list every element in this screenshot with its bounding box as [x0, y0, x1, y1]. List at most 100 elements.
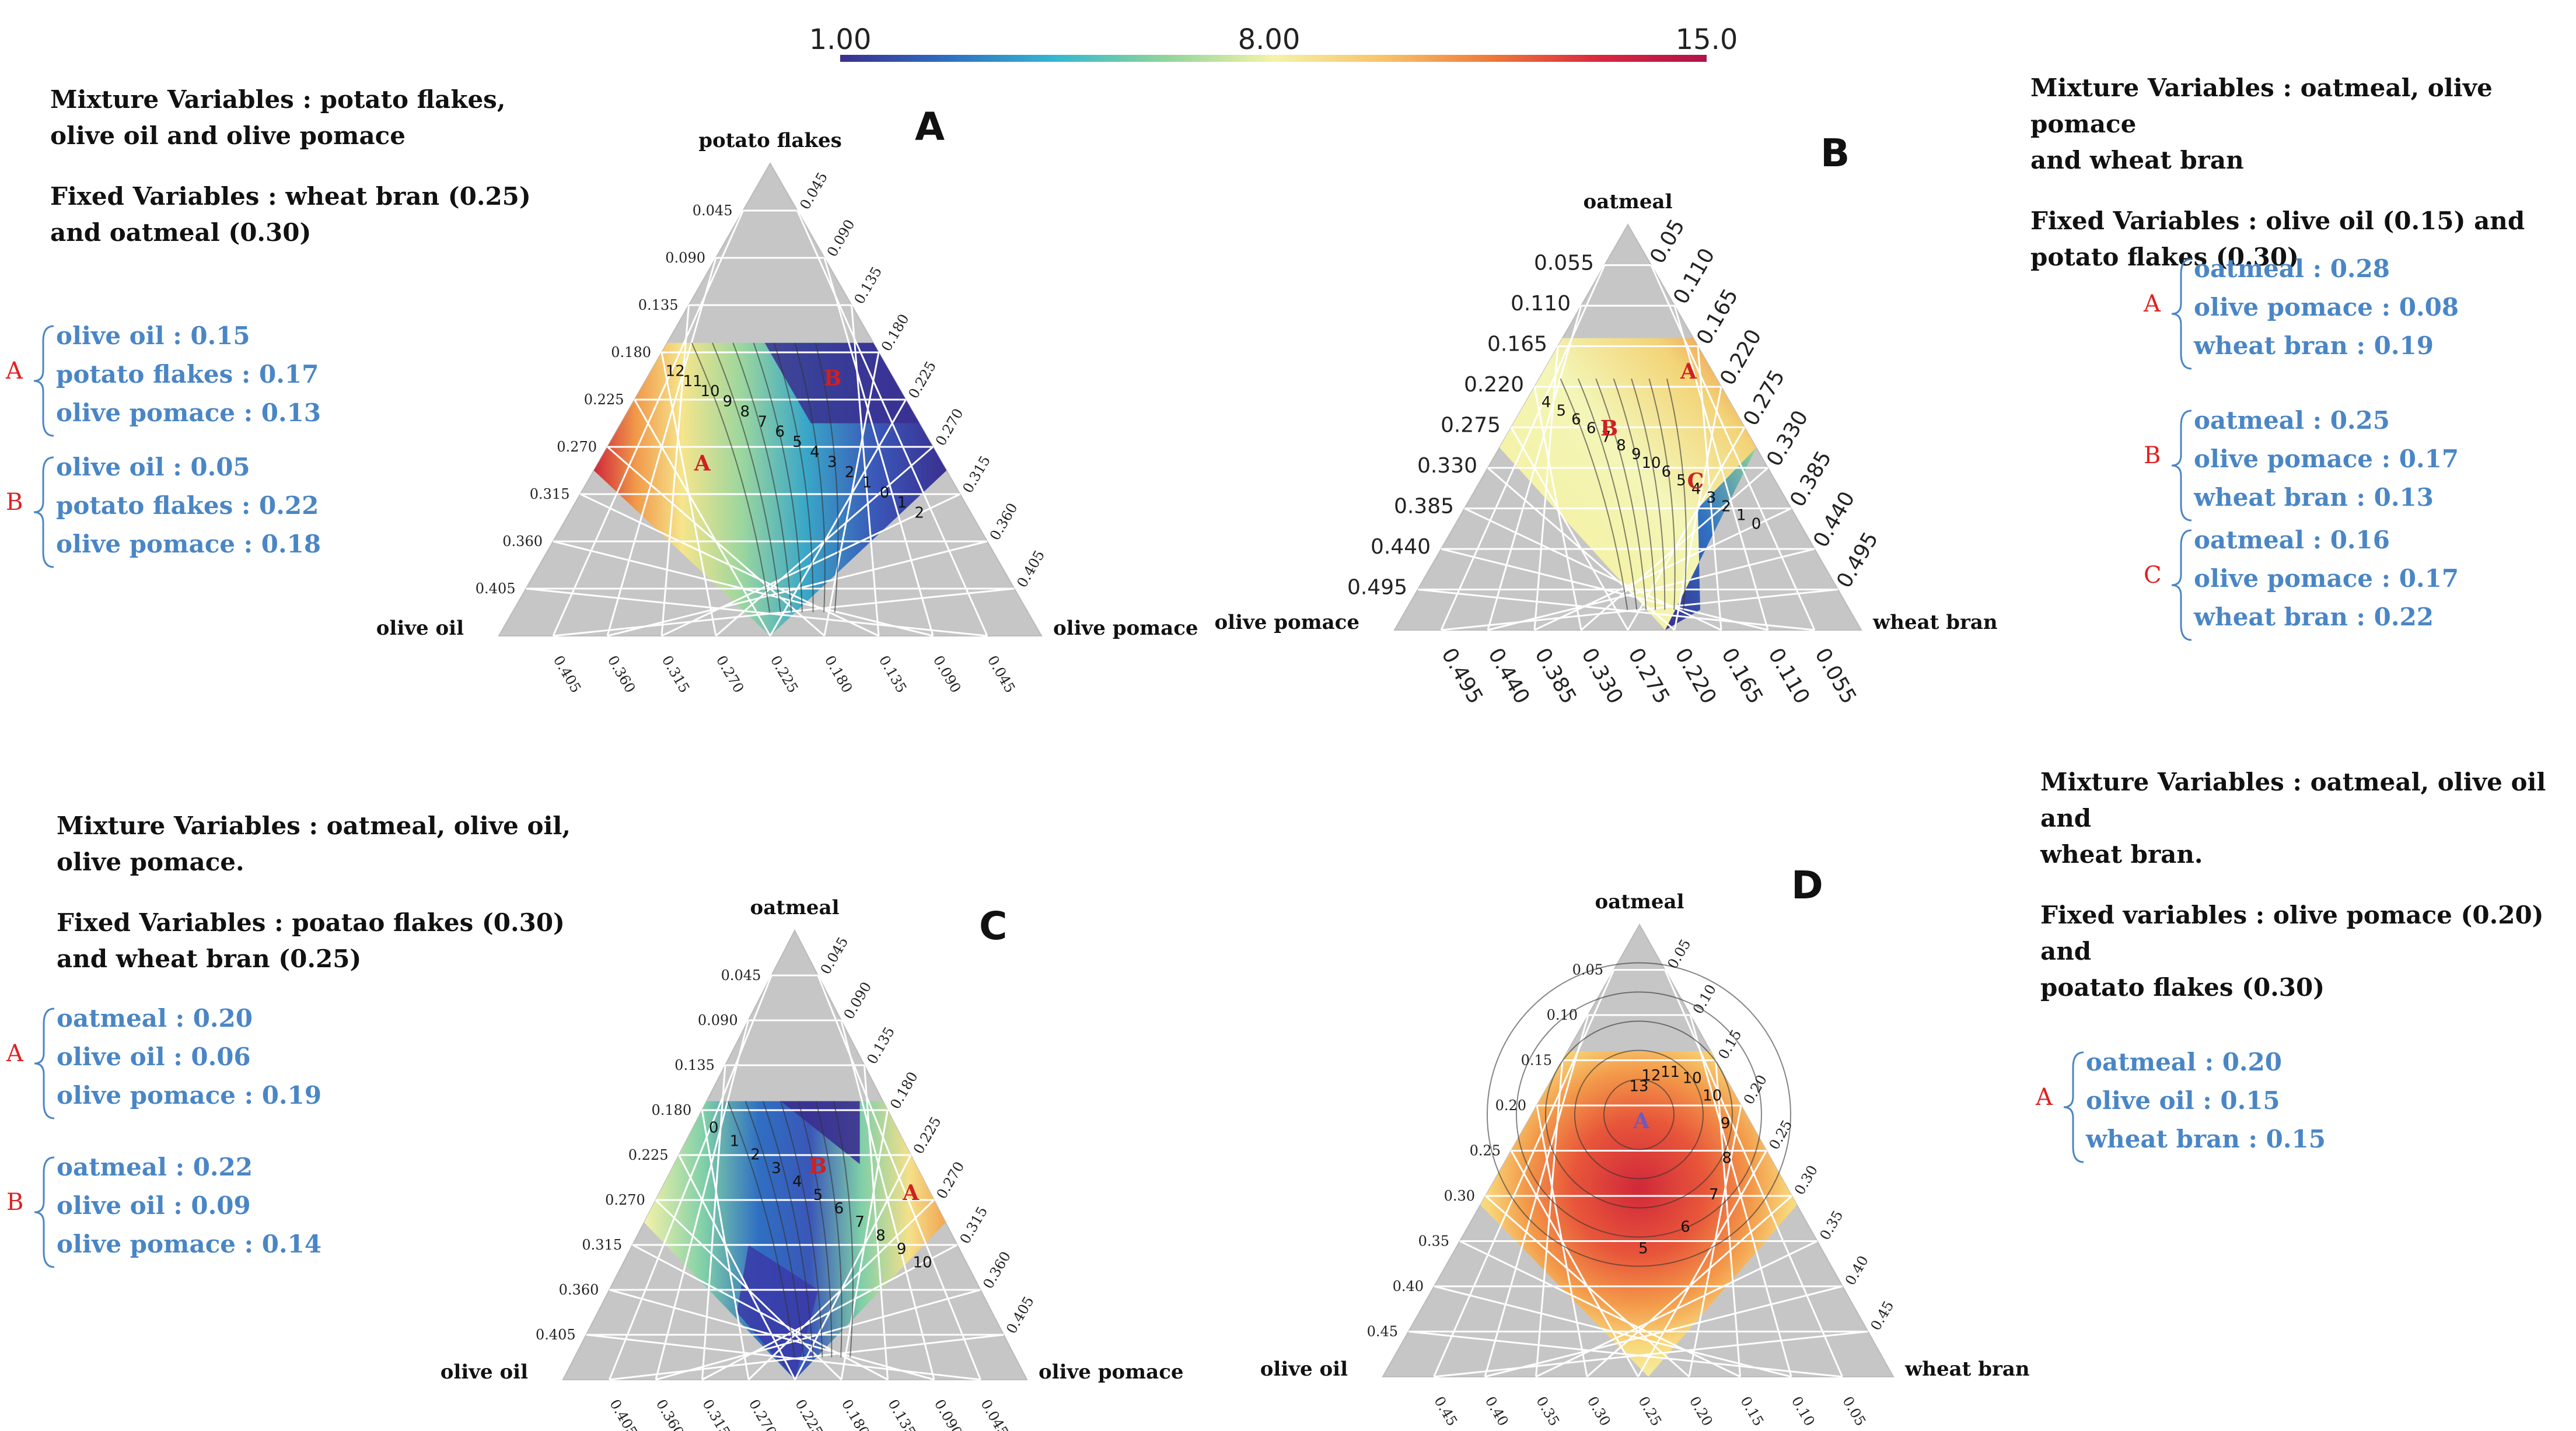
tick-label-left: 0.440: [1371, 535, 1431, 559]
contour-lines: [1486, 962, 1791, 1267]
design-point-value: olive oil : 0.05: [56, 453, 250, 481]
brace-icon: [2063, 1051, 2084, 1163]
vertex-label-top: potato flakes: [698, 129, 842, 152]
tick-label-left: 0.110: [1511, 292, 1571, 316]
contour-labels: 4 5 6 6 7 8 9 10 6 5 4 3 2 1 0: [1542, 394, 1761, 533]
contour-label: 5: [792, 433, 802, 451]
tick-label-right: 0.045: [796, 169, 831, 212]
tick-label-left: 0.045: [693, 202, 733, 219]
tick-label-left: 0.360: [559, 1282, 599, 1298]
low-region: [764, 342, 920, 424]
contour-label: 9: [1721, 1115, 1731, 1132]
mixture-variables-line: Mixture Variables : oatmeal, olive pomac…: [2030, 74, 2493, 138]
tick-label-right: 0.495: [1832, 528, 1883, 592]
tick-label-right: 0.090: [824, 216, 858, 260]
contour-label: 6: [775, 424, 785, 441]
tick-label-right: 0.165: [1692, 285, 1743, 349]
tick-label-right: 0.315: [957, 1203, 991, 1247]
tick-label-right: 0.405: [1013, 547, 1048, 590]
brace-icon: [34, 1007, 55, 1119]
design-point-marker: A: [902, 1181, 920, 1205]
contour-label: 1: [730, 1133, 740, 1150]
panel-c-description: Mixture Variables : oatmeal, olive oil, o…: [57, 808, 571, 977]
tick-label-left: 0.360: [502, 533, 543, 550]
tick-label-left: 0.225: [628, 1147, 669, 1163]
vertex-label-right: olive pomace: [1039, 1360, 1184, 1384]
panel-letter: C: [979, 904, 1007, 949]
mixture-variables-line: olive oil and olive pomace: [50, 121, 406, 150]
tick-label-left: 0.385: [1394, 495, 1454, 519]
tick-label-right: 0.360: [980, 1248, 1014, 1292]
fixed-variables-line: poatato flakes (0.30): [2040, 973, 2325, 1002]
tick-label-bottom: 0.315: [659, 653, 693, 696]
contour-label: 5: [1556, 403, 1566, 420]
mixture-variables-line: Mixture Variables : oatmeal, olive oil a…: [2040, 768, 2546, 832]
design-point-value: olive oil : 0.09: [57, 1191, 251, 1220]
panel-a-description: Mixture Variables : potato flakes, olive …: [50, 82, 531, 251]
design-point-letter: B: [2144, 442, 2161, 469]
grid-lines: [586, 974, 1004, 1381]
tick-label-left: 0.165: [1487, 333, 1547, 356]
design-point-letter: A: [6, 358, 23, 384]
tick-label-left: 0.220: [1464, 373, 1524, 397]
contour-label: 3: [827, 454, 837, 471]
contour-label: 10: [1641, 454, 1661, 472]
tick-label-right: 0.180: [878, 311, 913, 354]
tick-label-right: 0.15: [1715, 1027, 1745, 1062]
tick-label-right: 0.25: [1766, 1117, 1795, 1152]
contour-label: 7: [757, 413, 767, 431]
tick-label-right: 0.20: [1740, 1072, 1770, 1107]
tick-label-bottom: 0.05: [1839, 1394, 1869, 1429]
design-point-value: oatmeal : 0.22: [57, 1153, 253, 1181]
design-point-marker: B: [809, 1154, 827, 1178]
tick-label-left: 0.180: [611, 344, 651, 361]
tick-label-right: 0.45: [1867, 1298, 1897, 1333]
contour-label: 4: [810, 443, 820, 461]
design-point-letter: B: [6, 1189, 24, 1216]
tick-label-left: 0.045: [721, 967, 761, 984]
low-region: [737, 1245, 819, 1380]
tick-label-left: 0.225: [584, 391, 624, 408]
fixed-variables-line: potato flakes (0.30): [2030, 243, 2299, 271]
contour-label: 7: [1709, 1186, 1719, 1203]
tick-label-bottom: 0.405: [606, 1397, 641, 1431]
design-point-value: olive oil : 0.15: [56, 321, 250, 350]
tick-label-left: 0.35: [1418, 1233, 1449, 1250]
tick-label-left: 0.315: [582, 1237, 622, 1253]
contour-label: 1: [1736, 506, 1746, 524]
panel-b-description: Mixture Variables : oatmeal, olive pomac…: [2030, 70, 2576, 275]
tick-label-left: 0.40: [1393, 1278, 1424, 1294]
tick-label-right: 0.110: [1669, 244, 1719, 309]
tick-label-bottom: 0.315: [699, 1397, 733, 1431]
design-point-value: wheat bran : 0.19: [2194, 331, 2434, 360]
tick-label-bottom: 0.35: [1533, 1394, 1563, 1429]
contour-label: 5: [813, 1187, 823, 1204]
fixed-variables-line: Fixed Variables : olive oil (0.15) and: [2030, 207, 2525, 235]
contour-label: 5: [1638, 1240, 1648, 1257]
contour-label: 4: [792, 1173, 802, 1191]
tick-label-right: 0.35: [1816, 1208, 1846, 1243]
design-point-marker: B: [1600, 416, 1618, 440]
low-region: [1665, 447, 1756, 630]
tick-label-right: 0.405: [1003, 1293, 1037, 1336]
low-region: [781, 1101, 860, 1164]
design-point-value: olive oil : 0.06: [57, 1042, 251, 1071]
brace-icon: [33, 325, 54, 437]
contour-label: 2: [750, 1146, 760, 1164]
colorbar-mid-label: 8.00: [1238, 23, 1301, 56]
tick-label-bottom: 0.40: [1482, 1394, 1512, 1429]
tick-label-left: 0.405: [476, 580, 516, 597]
brace-icon: [33, 456, 54, 568]
contour-label: 6: [1661, 463, 1671, 481]
contour-label: 3: [771, 1160, 781, 1177]
colorbar: 1.00 8.00 15.0: [809, 23, 1738, 62]
design-point-value: oatmeal : 0.28: [2194, 254, 2390, 283]
contour-label: 1: [897, 494, 907, 512]
tick-label-bottom: 0.405: [550, 653, 585, 696]
contour-lines: [1560, 378, 1687, 610]
tick-label-bottom: 0.090: [931, 1397, 966, 1431]
panel-letter: D: [1791, 863, 1823, 908]
tick-label-bottom: 0.090: [930, 653, 964, 696]
fixed-variables-line: and oatmeal (0.30): [50, 218, 312, 247]
